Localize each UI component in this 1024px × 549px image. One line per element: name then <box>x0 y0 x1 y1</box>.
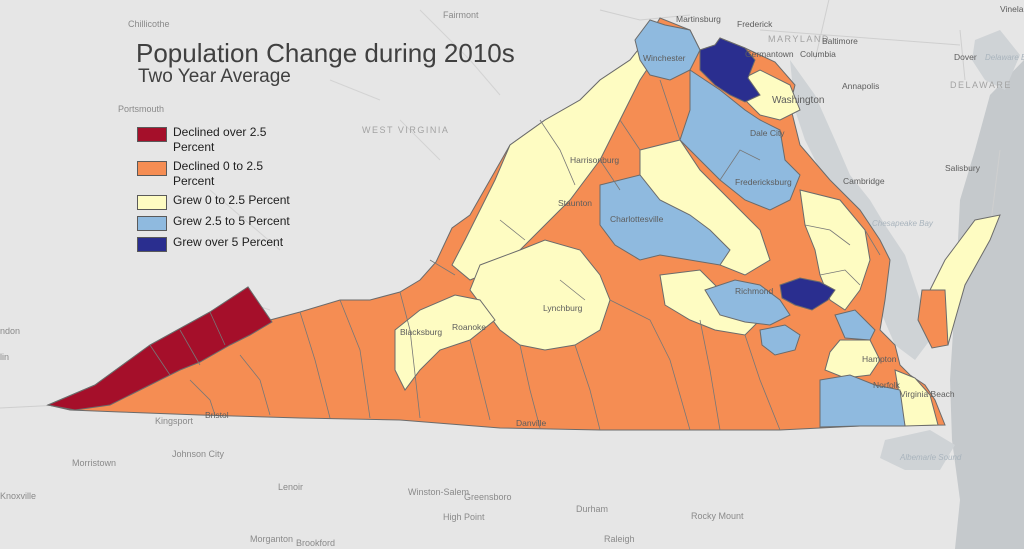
label-columbia: Columbia <box>800 49 836 59</box>
label-baltimore: Baltimore <box>822 36 858 46</box>
label-blacksburg: Blacksburg <box>400 327 442 337</box>
legend-item: Grew 2.5 to 5 Percent <box>137 214 317 231</box>
label-durham: Durham <box>576 504 608 514</box>
label-bristol: Bristol <box>205 410 229 420</box>
label-danville: Danville <box>516 418 547 428</box>
winchester-blue <box>634 19 701 81</box>
legend-swatch <box>137 127 167 142</box>
label-hampton: Hampton <box>862 354 897 364</box>
label-martinsburg: Martinsburg <box>676 14 721 24</box>
label-winchester: Winchester <box>643 53 686 63</box>
legend: Declined over 2.5 Percent Declined 0 to … <box>137 125 317 256</box>
label-norfolk: Norfolk <box>873 380 901 390</box>
label-salisbury: Salisbury <box>945 163 981 173</box>
legend-swatch <box>137 216 167 231</box>
label-greensboro: Greensboro <box>464 492 512 502</box>
label-fredericksburg: Fredericksburg <box>735 177 792 187</box>
legend-label: Declined over 2.5 Percent <box>173 125 267 154</box>
legend-item: Grew over 5 Percent <box>137 235 317 252</box>
label-morristown: Morristown <box>72 458 116 468</box>
legend-item: Declined 0 to 2.5 Percent <box>137 159 317 189</box>
label-albemarle-sound: Albemarle Sound <box>899 453 962 462</box>
atlantic-ocean <box>950 60 1024 549</box>
label-cambridge: Cambridge <box>843 176 885 186</box>
label-fairmont: Fairmont <box>443 10 479 20</box>
albemarle-sound <box>880 430 955 470</box>
label-charlottesville: Charlottesville <box>610 214 664 224</box>
chesapeake-blue <box>819 374 906 428</box>
label-lenoir: Lenoir <box>278 482 303 492</box>
legend-item: Grew 0 to 2.5 Percent <box>137 193 317 210</box>
hampton-yellow <box>824 339 881 379</box>
map-title: Population Change during 2010s <box>136 38 515 68</box>
label-chesapeake-bay: Chesapeake Bay <box>872 219 934 228</box>
legend-item: Declined over 2.5 Percent <box>137 125 317 155</box>
legend-swatch <box>137 195 167 210</box>
loudoun-dark-blue <box>699 37 761 103</box>
label-chillicothe: Chillicothe <box>128 19 170 29</box>
label-roanoke: Roanoke <box>452 322 486 332</box>
label-raleigh: Raleigh <box>604 534 635 544</box>
label-vineland: Vinela <box>1000 4 1024 14</box>
peninsula-blue <box>834 309 876 341</box>
label-brookford: Brookford <box>296 538 335 548</box>
map-subtitle: Two Year Average <box>138 66 291 87</box>
label-germantown: Germantown <box>745 49 794 59</box>
charlottesville-blue <box>599 174 731 266</box>
label-frederick: Frederick <box>737 19 773 29</box>
label-winston-salem: Winston-Salem <box>408 487 469 497</box>
label-west-virginia: WEST VIRGINIA <box>362 125 449 135</box>
label-delaware-bay: Delaware Bay <box>985 53 1024 62</box>
label-annapolis: Annapolis <box>842 81 879 91</box>
label-harrisonburg: Harrisonburg <box>570 155 619 165</box>
northern-yellow <box>739 69 801 121</box>
label-ndon: ndon <box>0 326 20 336</box>
label-dover: Dover <box>954 52 977 62</box>
label-lin: lin <box>0 352 9 362</box>
label-richmond: Richmond <box>735 286 774 296</box>
tidewater-yellow <box>799 189 871 311</box>
state-border-lines <box>0 0 1001 409</box>
chesterfield-blue <box>759 324 801 356</box>
label-portsmouth-oh: Portsmouth <box>118 104 164 114</box>
new-kent-dark-blue <box>779 277 836 311</box>
label-rocky-mount: Rocky Mount <box>691 511 744 521</box>
label-johnson-city: Johnson City <box>172 449 225 459</box>
county-lines <box>149 79 881 431</box>
northern-va-blue <box>679 69 801 211</box>
label-high-point: High Point <box>443 512 485 522</box>
legend-label: Declined 0 to 2.5 Percent <box>173 159 264 188</box>
label-kingsport: Kingsport <box>155 416 194 426</box>
shenandoah-yellow <box>451 34 661 281</box>
label-staunton: Staunton <box>558 198 592 208</box>
label-virginia-beach: Virginia Beach <box>900 389 955 399</box>
delaware-bay <box>972 30 1020 90</box>
label-delaware: DELAWARE <box>950 80 1012 90</box>
legend-swatch <box>137 237 167 252</box>
label-maryland: MARYLAND <box>768 34 830 44</box>
legend-label: Grew 0 to 2.5 Percent <box>173 193 290 207</box>
richmond-blue <box>704 279 791 326</box>
label-lynchburg: Lynchburg <box>543 303 583 313</box>
eastern-shore-south <box>917 289 949 349</box>
legend-label: Grew over 5 Percent <box>173 235 284 249</box>
label-knoxville: Knoxville <box>0 491 36 501</box>
sw-region-dark-red <box>46 286 273 411</box>
legend-label: Grew 2.5 to 5 Percent <box>173 214 290 228</box>
legend-swatch <box>137 161 167 176</box>
label-washington: Washington <box>772 95 824 106</box>
label-morganton: Morganton <box>250 534 293 544</box>
label-dale-city: Dale City <box>750 128 785 138</box>
